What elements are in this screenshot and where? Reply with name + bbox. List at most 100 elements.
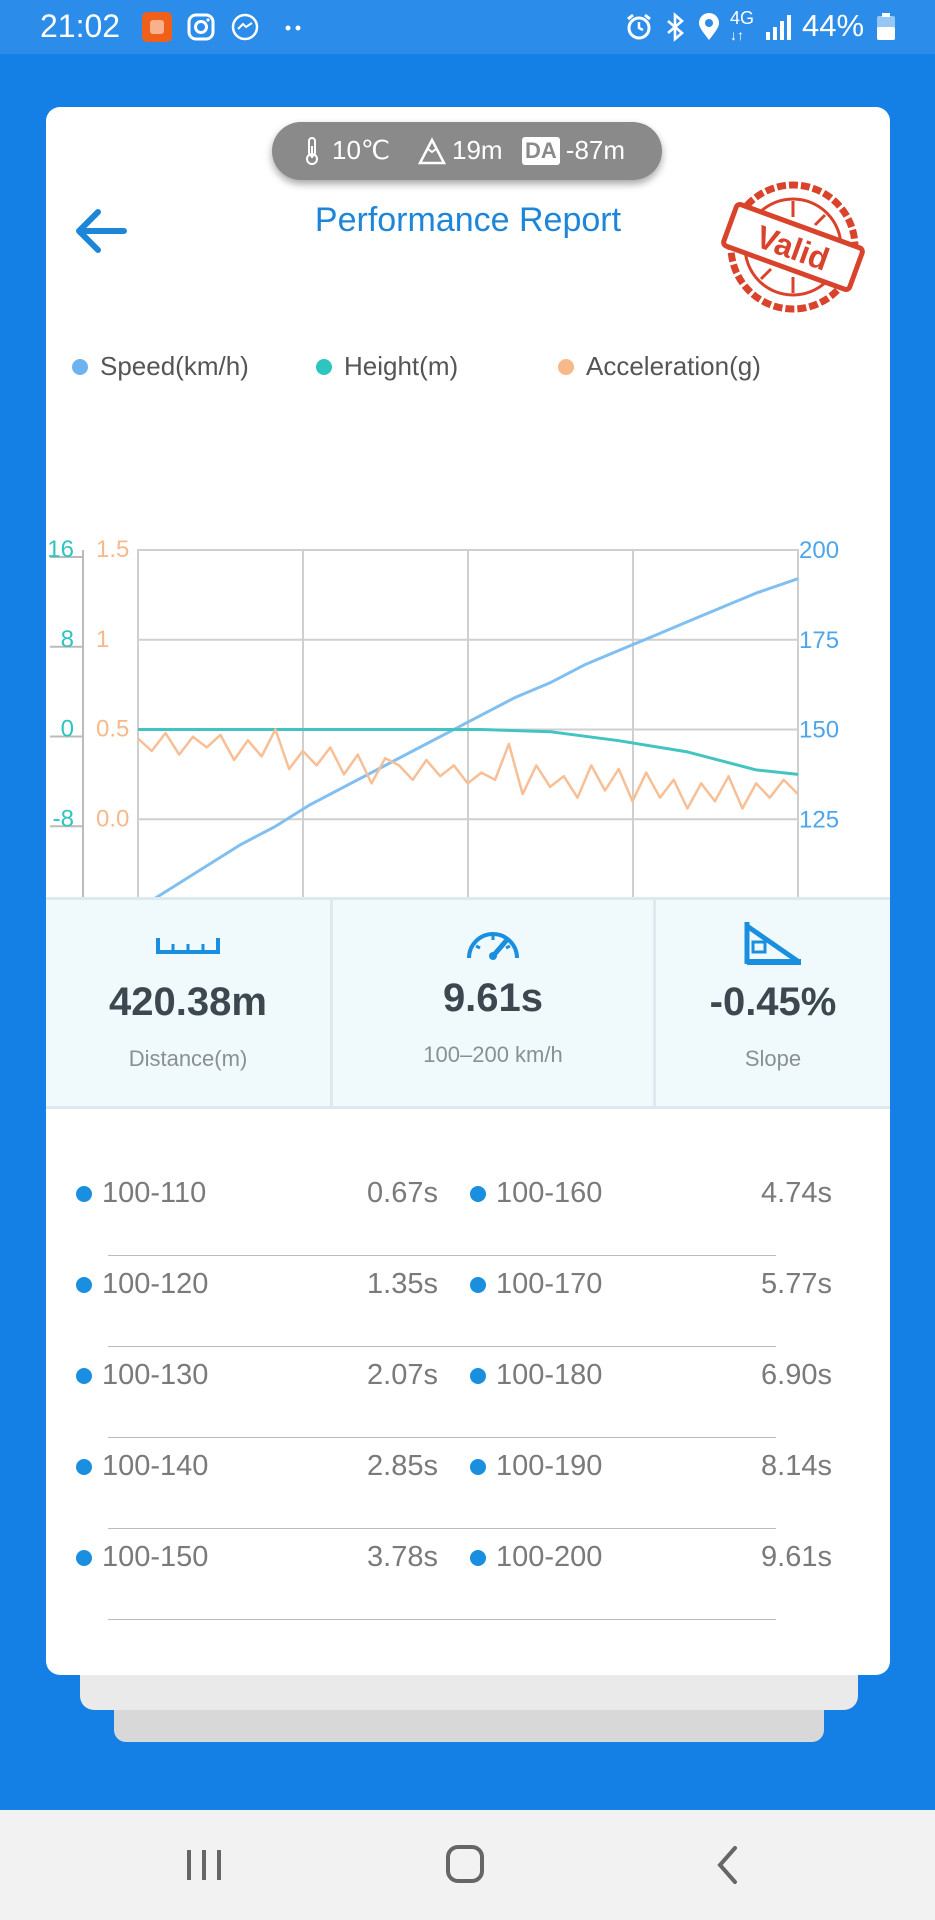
legend-label-height: Height(m): [344, 351, 459, 381]
split-row: 100-130 2.07s 100-180 6.90s: [46, 1349, 890, 1439]
slope-label: Slope: [744, 1046, 802, 1071]
split-row: 100-110 0.67s 100-160 4.74s: [46, 1167, 890, 1257]
right-tick-label: 125: [799, 806, 839, 833]
divider: [108, 1619, 776, 1620]
bullet-icon: [470, 1458, 486, 1475]
speedometer-icon: [467, 932, 519, 960]
bullet-icon: [470, 1549, 486, 1566]
split-range: 100-110: [102, 1177, 207, 1209]
split-time: 6.90s: [761, 1359, 832, 1391]
divider: [108, 1346, 776, 1347]
split-time: 5.77s: [761, 1268, 832, 1300]
stat-divider: [330, 900, 333, 1106]
left-outer-tick-label: 16: [47, 536, 74, 563]
altitude-item: 19m: [418, 135, 503, 166]
distance-value: 420.38m: [109, 980, 267, 1024]
system-nav-bar: [0, 1810, 935, 1920]
stats-panel: 420.38m Distance(m) 9.61s 100–200 km/h -…: [46, 897, 890, 1109]
split-right: 100-200: [470, 1541, 602, 1574]
altitude-value: 19m: [452, 135, 503, 165]
app-notification-icon: [142, 12, 172, 42]
messenger-icon: [230, 12, 260, 42]
split-time: 9.61s: [761, 1541, 832, 1573]
left-inner-tick-label: 0.5: [96, 716, 129, 743]
legend-dot: [558, 358, 574, 375]
split-left: 100-130: [76, 1359, 208, 1392]
stat-time: 9.61s 100–200 km/h: [333, 900, 653, 1106]
back-icon: [717, 1846, 737, 1884]
slope-icon: [744, 922, 801, 965]
battery-percent: 44%: [802, 8, 865, 43]
alarm-icon: [624, 12, 654, 42]
bullet-icon: [470, 1276, 486, 1293]
height-line: [138, 728, 799, 776]
left-inner-tick-label: 0.0: [96, 805, 129, 832]
location-icon: [694, 12, 724, 42]
legend-height: Height(m): [316, 351, 458, 382]
divider: [108, 1437, 776, 1438]
split-range: 100-120: [102, 1268, 209, 1300]
split-right: 100-170: [470, 1268, 602, 1301]
split-range: 100-160: [496, 1177, 603, 1209]
bullet-icon: [470, 1185, 486, 1202]
split-range: 100-140: [102, 1450, 209, 1482]
split-row: 100-140 2.85s 100-190 8.14s: [46, 1440, 890, 1530]
left-inner-tick-label: 1.5: [96, 536, 129, 563]
acceleration-line: [137, 728, 799, 810]
split-time: 4.74s: [761, 1177, 832, 1209]
recent-apps-button[interactable]: [164, 1830, 244, 1900]
home-button[interactable]: [426, 1830, 506, 1900]
back-button[interactable]: [66, 195, 136, 265]
density-altitude-value: -87m: [565, 135, 626, 165]
signal-icon: [764, 12, 794, 42]
legend-label-speed: Speed(km/h): [100, 351, 249, 381]
report-card: 10℃ 19m DA -87m Performance Report: [46, 107, 890, 1675]
split-left: 100-140: [76, 1450, 208, 1483]
left-outer-tick-label: -8: [53, 805, 74, 832]
network-4g-icon: 4G ↓↑: [730, 8, 755, 43]
stat-slope: -0.45% Slope: [656, 900, 890, 1106]
split-right: 100-180: [470, 1359, 602, 1392]
legend-speed: Speed(km/h): [72, 351, 249, 382]
split-range: 100-130: [102, 1359, 209, 1391]
home-icon: [446, 1845, 484, 1883]
arrow-left-icon: [76, 209, 127, 253]
instagram-icon: [186, 12, 216, 42]
bullet-icon: [76, 1276, 92, 1293]
right-tick-label: 150: [799, 717, 839, 744]
stat-distance: 420.38m Distance(m): [46, 900, 330, 1106]
mountain-icon: [418, 136, 446, 164]
time-label: 100–200 km/h: [423, 1042, 563, 1067]
slope-value: -0.45%: [709, 980, 837, 1024]
bullet-icon: [470, 1367, 486, 1384]
split-time: 0.67s: [367, 1177, 438, 1209]
split-right: 100-160: [470, 1177, 602, 1210]
distance-label: Distance(m): [128, 1046, 248, 1071]
divider: [108, 1528, 776, 1529]
page-title: Performance Report: [314, 201, 622, 239]
left-outer-tick-label: 0: [61, 716, 74, 743]
bullet-icon: [76, 1549, 92, 1566]
density-altitude-item: DA -87m: [522, 135, 625, 166]
ruler-icon: [156, 938, 220, 954]
left-outer-tick-label: 8: [61, 626, 74, 653]
bullet-icon: [76, 1367, 92, 1384]
split-left: 100-110: [76, 1177, 206, 1210]
speed-line: [137, 577, 799, 911]
divider: [108, 1255, 776, 1256]
environment-pill: 10℃ 19m DA -87m: [272, 122, 662, 180]
split-time: 3.78s: [367, 1541, 438, 1573]
legend-dot: [316, 358, 332, 375]
split-time: 8.14s: [761, 1450, 832, 1482]
legend-acceleration: Acceleration(g): [558, 351, 761, 382]
split-left: 100-150: [76, 1541, 208, 1574]
split-time: 2.85s: [367, 1450, 438, 1482]
recent-apps-icon: [187, 1850, 221, 1880]
thermometer-icon: [306, 136, 318, 165]
split-range: 100-190: [496, 1450, 603, 1482]
time-value: 9.61s: [442, 976, 544, 1020]
legend-label-acceleration: Acceleration(g): [586, 351, 761, 381]
back-nav-button[interactable]: [688, 1830, 768, 1900]
temperature-value: 10℃: [332, 135, 391, 165]
